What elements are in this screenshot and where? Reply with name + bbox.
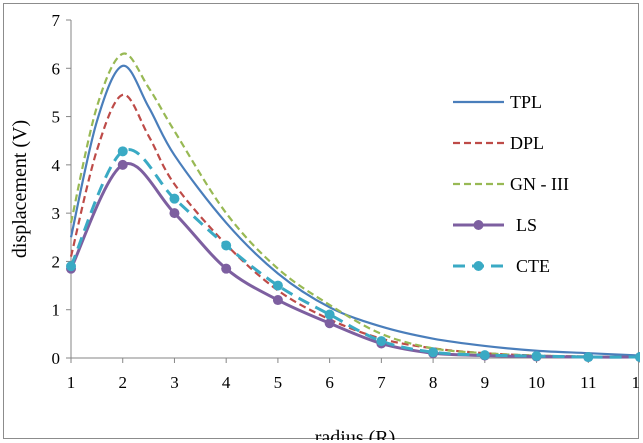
y-axis-title: displacement (V): [9, 120, 31, 258]
data-point-cte: [479, 350, 490, 361]
y-tick-label: 6: [52, 59, 61, 78]
data-point-ls: [324, 318, 335, 329]
legend-label-cte: CTE: [516, 256, 550, 276]
y-tick-label: 7: [52, 11, 61, 30]
x-tick-label: 9: [481, 373, 490, 392]
x-tick-label: 3: [170, 373, 179, 392]
x-tick-label: 7: [377, 373, 386, 392]
x-tick-label: 2: [118, 373, 127, 392]
series-lines: [69, 52, 640, 359]
data-point-cte: [272, 280, 283, 291]
legend-label-ls: LS: [516, 215, 537, 235]
legend-label-tpl: TPL: [510, 92, 542, 112]
x-tick-label: 5: [274, 373, 283, 392]
series-line-gn-iii: [69, 52, 640, 359]
x-tick-label: 6: [325, 373, 334, 392]
data-point-cte: [66, 261, 76, 272]
data-point-cte: [221, 240, 232, 251]
x-tick-label: 11: [580, 373, 596, 392]
x-tick-label: 4: [222, 373, 231, 392]
data-point-cte: [635, 352, 640, 363]
x-tick-label: 1: [67, 373, 76, 392]
x-tick-label: 12: [632, 373, 641, 392]
data-point-ls: [221, 263, 232, 274]
y-tick-label: 2: [52, 252, 61, 271]
y-tick-label: 5: [52, 108, 61, 127]
legend-marker-ls: [473, 220, 484, 230]
y-tick-label: 3: [52, 204, 61, 223]
data-point-cte: [428, 347, 439, 358]
data-point-cte: [324, 309, 335, 320]
x-axis-title: radius (R): [315, 427, 396, 440]
x-tick-label: 8: [429, 373, 438, 392]
legend: TPL DPL GN - III LS CTE: [453, 92, 569, 276]
legend-marker-cte: [473, 261, 484, 271]
y-tick-label: 4: [52, 156, 61, 175]
data-point-cte: [117, 146, 128, 157]
data-point-cte: [169, 193, 180, 204]
series-line-tpl: [69, 64, 640, 357]
data-point-cte: [583, 352, 594, 363]
data-point-ls: [272, 295, 283, 306]
x-tick-label: 10: [528, 373, 545, 392]
data-point-ls: [117, 159, 128, 170]
legend-label-gn-iii: GN - III: [510, 174, 569, 194]
y-tick-label: 1: [52, 301, 61, 320]
series-markers: [66, 146, 640, 363]
legend-label-dpl: DPL: [510, 133, 544, 153]
data-point-cte: [376, 336, 387, 347]
data-point-ls: [169, 208, 180, 219]
y-tick-label: 0: [52, 349, 61, 368]
data-point-cte: [531, 351, 542, 362]
tick-labels: 12345678910111201234567: [52, 11, 641, 392]
